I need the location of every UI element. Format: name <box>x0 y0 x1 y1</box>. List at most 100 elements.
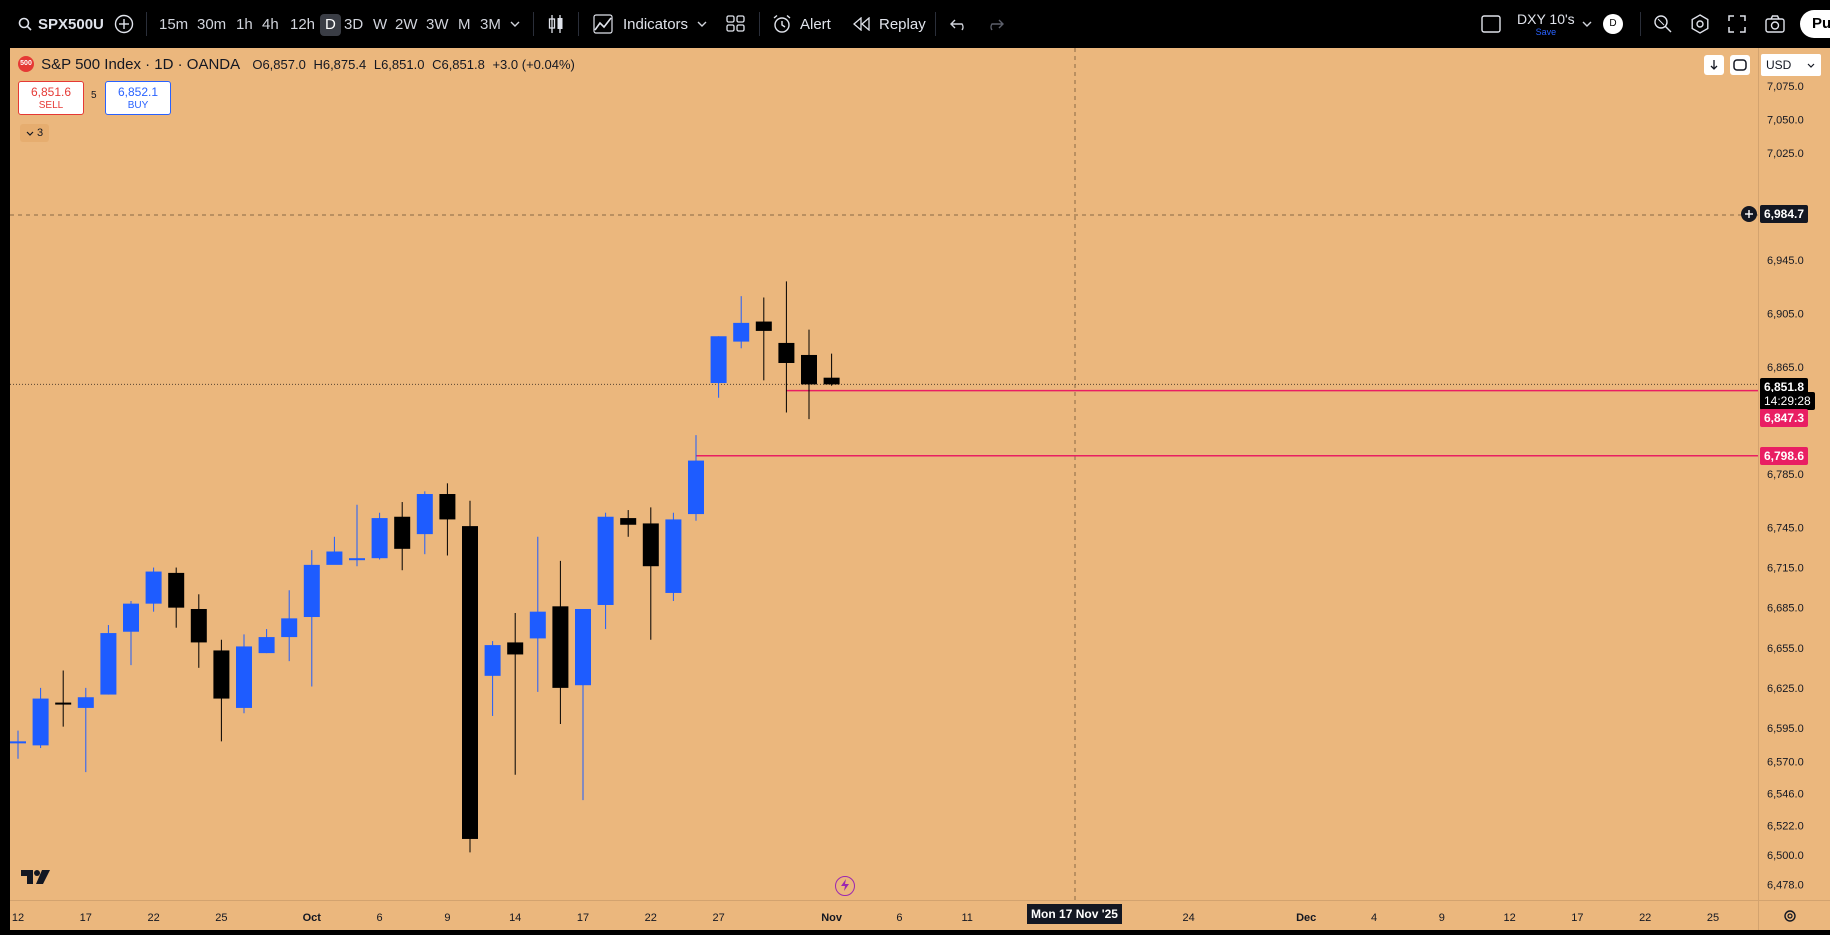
user-avatar[interactable]: D <box>1603 0 1623 48</box>
interval-m[interactable]: M <box>458 16 471 33</box>
crosshair-date-label: Mon 17 Nov '25 <box>1027 904 1122 924</box>
price-axis[interactable]: 7,075.0 7,050.0 7,025.0 6,945.0 6,905.0 6,865… <box>1758 48 1830 900</box>
interval-15m[interactable]: 15m <box>159 16 189 33</box>
chart-type-button[interactable] <box>546 0 566 48</box>
candle-body <box>507 642 524 655</box>
snapshot-button[interactable] <box>1765 0 1785 48</box>
candle <box>10 730 26 759</box>
sell-button[interactable]: 6,851.6 SELL <box>18 81 84 115</box>
symbol-title[interactable]: S&P 500 Index · 1D · OANDA <box>41 55 241 73</box>
candle <box>281 590 298 662</box>
layout-dropdown[interactable] <box>1582 0 1592 48</box>
spread-value: 5 <box>91 90 97 101</box>
price-tick-label: 6,785.0 <box>1767 469 1804 481</box>
candle <box>688 435 704 521</box>
buy-button[interactable]: 6,852.1 BUY <box>105 81 171 115</box>
alert-button[interactable]: Alert <box>772 0 831 48</box>
settings-button[interactable] <box>1690 0 1710 48</box>
indicators-button[interactable]: Indicators <box>593 0 688 48</box>
redo-button[interactable] <box>986 0 1004 48</box>
interval-dropdown[interactable] <box>510 0 520 48</box>
time-tick-label: 14 <box>509 912 521 924</box>
candle <box>801 329 817 420</box>
tradingview-logo[interactable] <box>20 868 54 891</box>
candle-body <box>349 558 365 561</box>
layout-name: DXY 10's <box>1517 11 1575 27</box>
indicators-dropdown[interactable] <box>697 0 707 48</box>
layout-save-label: Save <box>1535 27 1557 37</box>
candle-body <box>439 494 456 520</box>
candle <box>55 670 72 727</box>
layout-name-button[interactable]: DXY 10's Save <box>1517 0 1575 48</box>
candle <box>620 510 637 537</box>
quick-trade-button[interactable] <box>835 876 855 896</box>
time-tick-label: 22 <box>645 912 657 924</box>
interval-30m[interactable]: 30m <box>197 16 227 33</box>
interval-1h[interactable]: 1h <box>236 16 253 33</box>
chevron-down-icon <box>697 21 707 27</box>
price-tick-label: 6,546.0 <box>1767 788 1804 800</box>
candle <box>439 483 456 556</box>
compare-symbol-button[interactable] <box>114 0 134 48</box>
time-tick-label: 12 <box>12 912 24 924</box>
chevron-down-icon <box>1582 21 1592 27</box>
interval-3w[interactable]: 3W <box>426 16 449 33</box>
candle-body <box>416 494 433 535</box>
fullscreen-button[interactable] <box>1728 0 1746 48</box>
symbol-search[interactable]: SPX500U <box>18 0 104 48</box>
candle-body <box>688 460 704 515</box>
undo-button[interactable] <box>950 0 968 48</box>
candle-body <box>462 526 478 839</box>
magnifier-icon <box>1654 15 1672 33</box>
time-tick-label: 4 <box>1371 912 1377 924</box>
interval-12h[interactable]: 12h <box>290 16 316 33</box>
watchlist-toggle[interactable] <box>1481 0 1501 48</box>
interval-w[interactable]: W <box>373 16 388 33</box>
time-tick-label: 27 <box>712 912 724 924</box>
chevron-down-icon <box>510 21 520 27</box>
price-tick-label: 6,715.0 <box>1767 563 1804 575</box>
time-tick-label: 17 <box>80 912 92 924</box>
candle <box>190 594 207 668</box>
candle-body <box>620 518 637 525</box>
quick-search-button[interactable] <box>1653 0 1673 48</box>
time-tick-label: 9 <box>444 912 450 924</box>
time-axis[interactable]: 12172225Oct6914172227Nov6112024Dec491217… <box>10 900 1758 931</box>
indicators-label: Indicators <box>623 15 689 33</box>
plus-icon <box>1745 210 1753 218</box>
scroll-to-realtime-button[interactable] <box>1704 55 1724 75</box>
object-tree-button[interactable] <box>1730 55 1750 75</box>
candle <box>755 297 772 381</box>
candle-body <box>642 523 659 567</box>
candle <box>462 500 478 853</box>
candle <box>778 281 795 413</box>
interval-3d[interactable]: 3D <box>344 16 364 33</box>
interval-d[interactable]: D <box>320 14 341 36</box>
undo-icon <box>950 19 964 31</box>
arrow-down-icon <box>1710 60 1718 70</box>
candle-body <box>484 645 501 676</box>
time-tick-label: 24 <box>1183 912 1195 924</box>
camera-icon <box>1765 15 1785 33</box>
gear-icon <box>1691 14 1709 34</box>
chart-pane[interactable] <box>10 48 1758 900</box>
interval-2w[interactable]: 2W <box>395 16 418 33</box>
crosshair-add-button[interactable] <box>1741 206 1757 222</box>
candle <box>416 491 433 555</box>
gear-icon <box>1784 910 1796 922</box>
currency-select[interactable]: USD <box>1761 54 1821 76</box>
sync-icon <box>1733 59 1747 71</box>
candles-icon <box>548 15 563 33</box>
interval-3m[interactable]: 3M <box>480 16 501 33</box>
indicator-count: 3 <box>36 127 44 139</box>
publish-button[interactable]: Pu <box>1800 10 1830 38</box>
axis-corner[interactable] <box>1758 900 1830 931</box>
interval-4h[interactable]: 4h <box>262 16 279 33</box>
replay-button[interactable]: Replay <box>853 0 926 48</box>
replay-label: Replay <box>879 15 926 33</box>
layouts-button[interactable] <box>726 0 746 48</box>
price-tick-label: 6,905.0 <box>1767 309 1804 321</box>
price-tick-label: 6,685.0 <box>1767 603 1804 615</box>
indicators-collapse-toggle[interactable]: 3 <box>20 124 49 142</box>
price-tick-label: 6,522.0 <box>1767 821 1804 833</box>
